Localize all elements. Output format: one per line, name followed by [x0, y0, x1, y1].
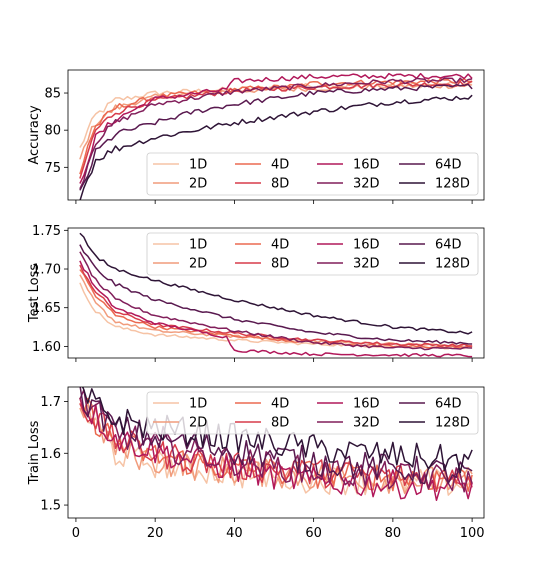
- y-tick-label: 1.5: [40, 499, 61, 514]
- y-tick-label: 1.70: [32, 263, 61, 278]
- series-line-16D: [79, 397, 473, 502]
- x-tick-label: 60: [305, 526, 322, 541]
- legend-label-1D: 1D: [189, 397, 207, 412]
- legend-label-32D: 32D: [353, 177, 380, 192]
- legend-label-64D: 64D: [435, 397, 462, 412]
- legend-label-2D: 2D: [189, 177, 207, 192]
- series-line-16D: [79, 72, 473, 184]
- legend-label-4D: 4D: [271, 238, 289, 253]
- series-group: [79, 232, 473, 358]
- legend-label-16D: 16D: [353, 397, 380, 412]
- legend-label-128D: 128D: [435, 416, 470, 431]
- legend-label-128D: 128D: [435, 177, 470, 192]
- legend-label-32D: 32D: [353, 257, 380, 272]
- series-line-4D: [79, 269, 473, 350]
- series-group: [79, 72, 473, 200]
- series-line-64D: [79, 83, 473, 191]
- legend-box: [146, 232, 479, 276]
- legend-label-8D: 8D: [271, 416, 289, 431]
- series-line-128D: [79, 232, 473, 335]
- x-tick-label: 80: [385, 526, 402, 541]
- y-tick-label: 1.6: [40, 447, 61, 462]
- legend-label-4D: 4D: [271, 158, 289, 173]
- legend-box: [146, 391, 479, 435]
- y-axis-label: Train Loss: [27, 420, 42, 485]
- legend-label-1D: 1D: [189, 238, 207, 253]
- series-line-128D: [81, 387, 473, 474]
- series-line-64D: [79, 387, 473, 485]
- y-tick-label: 1.75: [32, 224, 61, 239]
- axes-frame: [67, 386, 485, 519]
- legend-label-8D: 8D: [271, 257, 289, 272]
- legend-label-128D: 128D: [435, 257, 470, 272]
- panel-test_loss: 1.60 1.65 1.70 1.75 Test Loss 1D 2D 4D 8D 16D 32D 6…: [27, 224, 485, 362]
- axes-frame: [67, 69, 485, 201]
- y-tick-label: 75: [44, 161, 61, 176]
- legend-label-1D: 1D: [189, 158, 207, 173]
- legend-label-8D: 8D: [271, 177, 289, 192]
- x-tick-label: 40: [226, 526, 243, 541]
- legend: 1D 2D 4D 8D 16D 32D 64D 128D: [146, 391, 479, 435]
- legend-label-16D: 16D: [353, 238, 380, 253]
- series-line-16D: [79, 260, 473, 358]
- series-line-64D: [79, 244, 473, 345]
- axes-frame: [67, 227, 485, 359]
- x-tick-label: 0: [72, 526, 80, 541]
- series-group: [79, 387, 473, 502]
- legend-label-2D: 2D: [189, 257, 207, 272]
- series-line-32D: [79, 77, 473, 190]
- series-line-2D: [79, 83, 473, 160]
- legend: 1D 2D 4D 8D 16D 32D 64D 128D: [146, 152, 479, 196]
- legend-label-16D: 16D: [353, 158, 380, 173]
- series-line-4D: [79, 78, 473, 175]
- legend-label-32D: 32D: [353, 416, 380, 431]
- series-line-1D: [79, 81, 473, 148]
- legend-label-4D: 4D: [271, 397, 289, 412]
- x-tick-label: 100: [460, 526, 485, 541]
- series-line-2D: [79, 274, 473, 348]
- y-tick-label: 85: [44, 87, 61, 102]
- y-axis-label: Accuracy: [27, 105, 42, 165]
- legend-label-64D: 64D: [435, 238, 462, 253]
- legend-label-64D: 64D: [435, 158, 462, 173]
- y-tick-label: 1.7: [40, 395, 61, 410]
- y-tick-label: 80: [44, 124, 61, 139]
- x-tick-label: 20: [147, 526, 164, 541]
- legend-label-2D: 2D: [189, 416, 207, 431]
- y-tick-label: 1.60: [32, 340, 61, 355]
- legend: 1D 2D 4D 8D 16D 32D 64D 128D: [146, 232, 479, 276]
- series-line-32D: [79, 251, 473, 351]
- y-tick-label: 1.65: [32, 301, 61, 316]
- y-axis-label: Test Loss: [27, 264, 42, 323]
- series-line-2D: [79, 401, 473, 495]
- legend-box: [146, 152, 479, 196]
- series-line-128D: [79, 94, 473, 200]
